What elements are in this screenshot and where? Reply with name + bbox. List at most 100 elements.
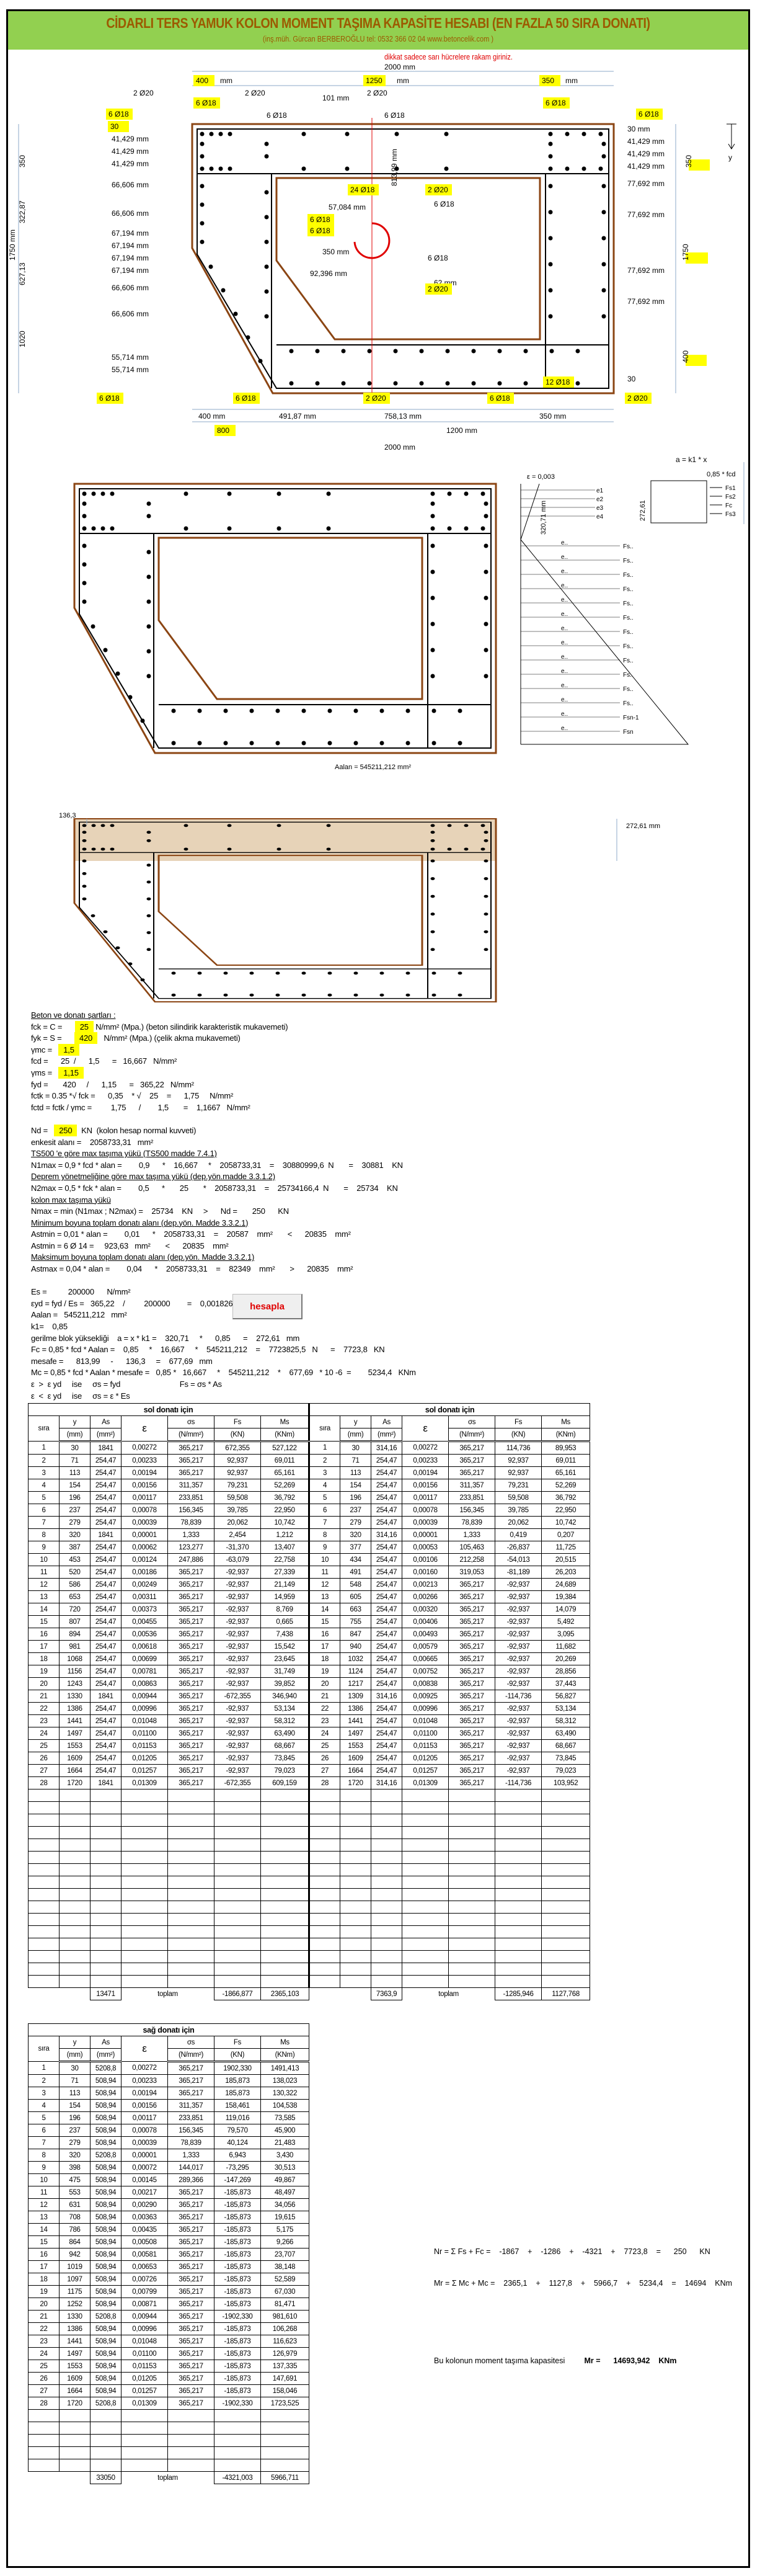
table-cell [371,1913,403,1926]
rebar-dot [100,526,105,531]
section1-label[interactable]: 350 [684,155,693,167]
section1-label[interactable]: 6 Ø18 [196,99,216,107]
table-cell: 92,937 [214,1466,261,1479]
section1-label[interactable]: 30 [110,122,119,131]
input-cell[interactable]: 420 [74,1032,98,1045]
table-cell: 0,00838 [402,1677,449,1690]
rebar-dot [480,824,485,827]
section1-label[interactable]: 2 Ø20 [428,185,448,194]
table-cell [541,1938,591,1951]
rebar-dot [100,824,105,827]
section1-label: mm [397,76,409,85]
table-cell: 508,94 [90,2111,122,2124]
input-cell-bg [543,377,574,388]
author-contact: (inş.müh. Gürcan BERBEROĞLU tel: 0532 36… [262,34,494,43]
table-cell: 0,00863 [121,1677,168,1690]
column-unit: (KN) [214,1428,261,1442]
rebar-dot [110,824,115,827]
section1-label[interactable]: 350 [542,76,554,85]
section1-label[interactable]: 6 Ø18 [236,394,256,403]
input-cell[interactable]: 1,15 [58,1066,84,1079]
table-cell: 5208,8 [90,2397,122,2410]
rebar-dot [419,349,424,354]
table-cell: 254,47 [371,1454,403,1467]
table-cell: 254,47 [90,1541,122,1554]
table-cell: 4 [28,2099,60,2112]
table-cell: 37,443 [541,1677,591,1690]
table-cell: -92,937 [495,1727,542,1740]
table-cell [402,1876,449,1889]
input-cell[interactable]: 1,5 [58,1043,79,1056]
rebar-dot [581,131,586,136]
rebar-dot [223,708,228,713]
section1-label[interactable]: 2 Ø20 [366,394,386,403]
table-cell: 365,217 [167,2186,214,2199]
param-text: Es = 200000 N/mm² [31,1287,131,1297]
table-cell: 59,508 [495,1491,542,1504]
table-cell: 254,47 [90,1590,122,1603]
param-text: Nd = [31,1125,55,1135]
section1-label: 6 Ø18 [384,111,405,120]
section1-label[interactable]: 1750 [681,244,690,261]
table-cell: 1491,413 [260,2061,310,2075]
table-cell: 508,94 [90,2186,122,2199]
table-cell: 53,134 [541,1702,591,1715]
section1-label[interactable]: 6 Ø18 [99,394,120,403]
input-cell[interactable]: 25 [74,1020,94,1033]
section1-label[interactable]: 400 [196,76,208,85]
section1-label[interactable]: 800 [217,426,229,435]
section1-label: 66,606 mm [112,310,149,318]
table-cell: 21,149 [260,1578,310,1591]
column-header: Ms [541,1415,591,1428]
section1-label[interactable]: 12 Ø18 [546,378,570,386]
section1-label: 2 Ø20 [245,89,265,97]
section1-label: 2 Ø20 [367,89,387,97]
table-cell: 56,827 [541,1690,591,1703]
table-row: 19 1175 508,94 0,00799 365,217 -185,873 67,030 [28,2285,310,2298]
section1-label[interactable]: 6 Ø18 [310,226,330,235]
table-row: 3 113 508,94 0,00194 365,217 185,873 130,322 [28,2087,310,2100]
sag-donati-table: sağ donatı için sıra y As ε σs Fs Ms (mm) (mm²) (N… [27,2023,310,2484]
table-row [28,1913,591,1926]
table-cell: 8 [28,2149,60,2162]
table-cell: 10,742 [260,1516,310,1529]
section1-label[interactable]: 6 Ø18 [108,110,129,118]
table-cell: 346,940 [260,1690,310,1703]
neutral-axis-depth-label: 320,71 mm [540,501,547,535]
table-cell [402,1814,449,1827]
input-cell[interactable]: 250 [54,1124,77,1136]
rebar-dot [523,349,528,354]
table-cell: 16 [28,2248,60,2261]
section3-stirrup [79,821,492,999]
column-header: Fs [214,1415,261,1428]
section1-label[interactable]: 2 Ø20 [627,394,648,403]
section1-label[interactable]: 1250 [366,76,382,85]
section1-label[interactable]: 24 Ø18 [350,185,375,194]
rebar-dot [227,526,232,531]
section-1: 2000 mm 400 mm 1250 mm 350 mm 2 Ø20 2 Ø20 2 Ø20 6 … [8,63,736,464]
table-cell: 27 [28,1764,60,1777]
table-cell [371,1888,403,1901]
section1-label[interactable]: 6 Ø18 [638,110,659,118]
table-cell: 508,94 [90,2335,122,2348]
section1-label[interactable]: 6 Ø18 [310,215,330,224]
section1-label[interactable]: 400 [681,350,690,363]
table-cell: 365,217 [167,1714,214,1727]
rebar-dot [601,184,606,189]
section1-label[interactable]: 2 Ø20 [428,285,448,293]
section-2 [73,483,497,754]
table-cell: 71 [59,1454,91,1467]
table-row: 15 807 254,47 0,00455 365,217 -92,937 0,665 15 7… [28,1615,591,1628]
table-cell: 434 [340,1553,372,1566]
section1-label[interactable]: 6 Ø18 [546,99,566,107]
hesapla-button[interactable]: hesapla [232,1294,303,1319]
rebar-dot [326,847,331,851]
section3-outer-outline [73,818,497,1003]
section1-label[interactable]: 6 Ø18 [490,394,510,403]
table-row: 12 586 254,47 0,00249 365,217 -92,937 21,149 12… [28,1578,591,1591]
input-cell-bg [689,159,710,171]
column-header: σs [448,1415,496,1428]
table-cell: 0,00117 [402,1491,449,1504]
table-cell: 8 [308,1528,341,1541]
force-label: Fs.. [623,629,634,636]
